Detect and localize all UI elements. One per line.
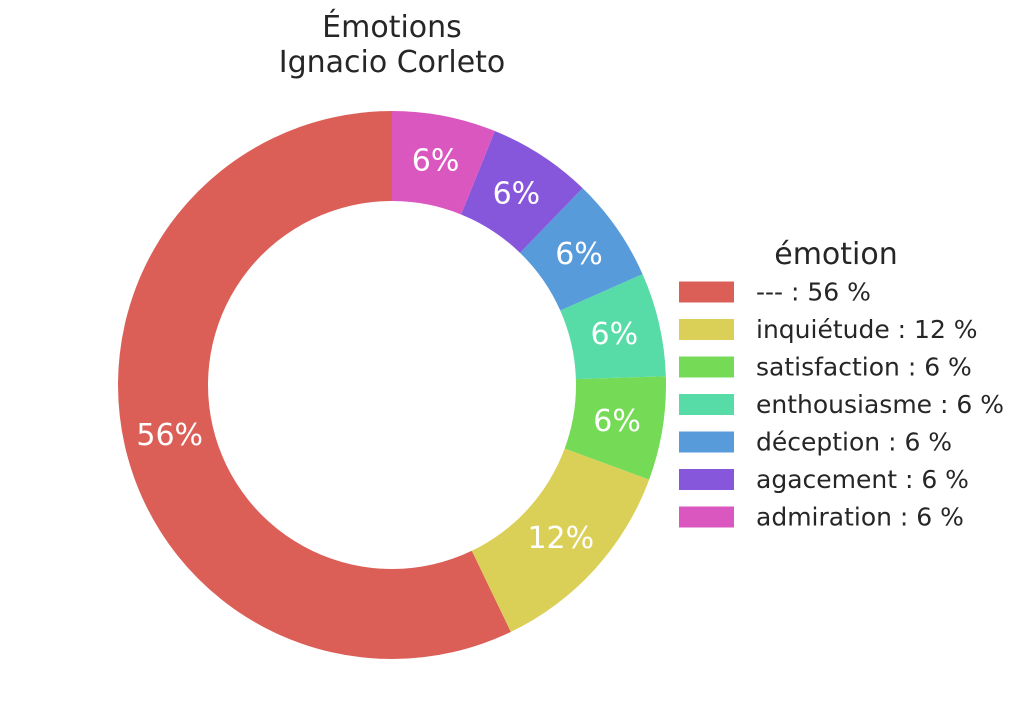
legend-label-1: inquiétude : 12 % — [756, 315, 978, 344]
pie-percent-label-5: 6% — [493, 176, 541, 211]
legend-swatch-4 — [679, 431, 734, 453]
pie-slice-4 — [520, 188, 643, 311]
pie-slice-6 — [392, 111, 495, 215]
legend-label-5: agacement : 6 % — [756, 465, 969, 494]
legend-label-4: déception : 6 % — [756, 428, 952, 457]
pie-slice-3 — [560, 274, 666, 380]
legend-swatch-6 — [679, 506, 734, 528]
pie-percent-label-6: 6% — [412, 144, 460, 179]
pie-percent-label-0: 56% — [136, 418, 203, 453]
legend: émotion --- : 56 % inquiétude : 12 % satis… — [679, 237, 1004, 532]
pie-slice-2 — [564, 376, 666, 480]
pie-percent-label-1: 12% — [527, 521, 594, 556]
legend-label-2: satisfaction : 6 % — [756, 353, 972, 382]
chart-title-line-1: Émotions — [322, 9, 462, 45]
legend-swatch-0 — [679, 281, 734, 303]
pie-slice-5 — [461, 131, 583, 253]
pie-slice-1 — [471, 448, 650, 632]
legend-swatch-2 — [679, 356, 734, 378]
pie-slice-0 — [117, 111, 511, 659]
pie-percent-labels: 56% 12% 6% 6% 6% 6% 6% — [136, 144, 641, 556]
pie-slices — [117, 111, 666, 659]
legend-label-3: enthousiasme : 6 % — [756, 390, 1004, 419]
legend-label-0: --- : 56 % — [756, 278, 871, 307]
chart-title-line-2: Ignacio Corleto — [279, 45, 506, 80]
legend-label-6: admiration : 6 % — [756, 503, 964, 532]
pie-percent-label-2: 6% — [593, 404, 641, 439]
legend-swatch-3 — [679, 394, 734, 415]
legend-swatch-1 — [679, 319, 734, 340]
legend-title: émotion — [774, 237, 898, 272]
pie-percent-label-4: 6% — [555, 237, 603, 272]
pie-percent-label-3: 6% — [590, 317, 638, 352]
legend-swatch-5 — [679, 469, 734, 490]
